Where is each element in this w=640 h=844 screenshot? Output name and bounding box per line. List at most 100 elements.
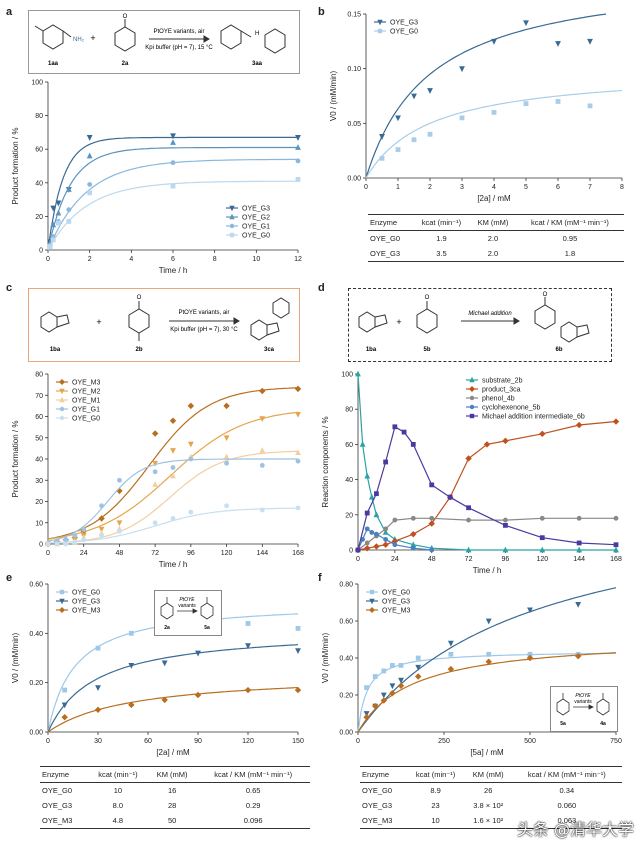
legend-marker-e xyxy=(59,607,65,613)
data-point-d-product_3ca xyxy=(373,543,380,550)
data-point-a-OYE_G1 xyxy=(295,158,301,164)
data-point-d-cyclohexenone_5b xyxy=(410,545,416,551)
legend-marker-d xyxy=(469,395,475,401)
data-point-f-OYE_G3 xyxy=(527,607,533,614)
data-point-c-OYE_M1 xyxy=(223,453,230,460)
data-point-d-Michael addition intermediate_6b xyxy=(410,442,416,447)
data-point-b-OYE_G0 xyxy=(587,103,593,109)
data-point-f-OYE_G3 xyxy=(485,618,492,625)
data-point-d-substrate_2b xyxy=(355,370,361,377)
data-point-c-OYE_M2 xyxy=(295,411,301,418)
series-points-e-OYE_M3 xyxy=(61,686,302,721)
table-cell: 4.8 xyxy=(87,813,148,829)
data-point-c-OYE_M1 xyxy=(295,449,301,456)
data-point-c-OYE_G1 xyxy=(99,503,104,509)
svg-text:O: O xyxy=(123,14,128,20)
inset-f-cond2: variants xyxy=(574,699,592,705)
y-tick-label-c: 10 xyxy=(35,520,43,527)
x-tick-label-b: 2 xyxy=(428,184,432,191)
y-tick-label-a: 0 xyxy=(39,248,43,255)
data-point-d-cyclohexenone_5b xyxy=(429,547,435,553)
series-line-d-substrate_2b xyxy=(357,373,616,551)
x-tick-label-b: 0 xyxy=(364,184,368,191)
y-tick-label-b: 0.00 xyxy=(347,176,361,183)
legend-marker-b xyxy=(377,28,383,34)
chart-d: 0 24 48 72 96 120 144 168 0 20 40 60 80 100 Time / h Re… xyxy=(321,370,622,575)
data-point-b-OYE_G3 xyxy=(459,66,465,73)
x-tick-label-a: 0 xyxy=(46,256,50,263)
svg-text:H: H xyxy=(255,31,259,37)
legend-marker-c xyxy=(59,406,65,412)
scheme-a-product: 3aa xyxy=(252,61,263,67)
data-point-a-OYE_G2 xyxy=(295,144,301,150)
data-point-b-OYE_G3 xyxy=(491,38,497,45)
legend-d: substrate_2b product_3ca phenol_4b cyclohex… xyxy=(466,376,585,421)
y-tick-label-e: 0.20 xyxy=(29,680,43,687)
data-point-f-OYE_G0 xyxy=(372,674,378,679)
data-point-e-OYE_G0 xyxy=(295,626,301,631)
data-point-d-phenol_4b xyxy=(539,515,545,521)
table-cell: 50 xyxy=(147,813,197,829)
data-point-a-OYE_G2 xyxy=(170,139,176,145)
data-point-b-OYE_G3 xyxy=(379,134,385,140)
y-tick-label-b: 0.05 xyxy=(347,121,361,128)
chart-f: 0 250 500 750 0.00 0.20 0.40 0.60 0.80 [5a] / mM V… xyxy=(321,582,622,758)
table-cell: OYE_G0 xyxy=(370,234,401,243)
inset-f-cond1: PtOYE xyxy=(575,693,591,699)
data-point-f-OYE_G3 xyxy=(389,683,396,690)
data-point-a-OYE_G0 xyxy=(87,190,93,196)
data-point-a-OYE_G0 xyxy=(170,183,176,189)
legend-marker-c xyxy=(59,415,65,421)
data-point-c-OYE_G1 xyxy=(81,526,87,532)
legend-marker-e xyxy=(59,589,65,595)
data-point-d-phenol_4b xyxy=(466,517,471,523)
y-tick-label-e: 0.60 xyxy=(29,582,43,589)
inset-e-reactant: 2a xyxy=(164,625,170,631)
data-point-d-product_3ca xyxy=(382,541,389,548)
data-point-d-cyclohexenone_5b xyxy=(364,526,370,532)
legend-marker-d xyxy=(469,386,475,392)
inset-e-cond1: PtOYE xyxy=(179,597,195,603)
table-cell: 23 xyxy=(431,801,440,810)
data-point-d-cyclohexenone_5b xyxy=(383,537,389,542)
table-header-cell: Enzyme xyxy=(368,214,413,231)
legend-a: OYE_G3 OYE_G2 OYE_G1 OYE_G0 xyxy=(226,206,270,240)
data-point-c-OYE_G1 xyxy=(117,477,122,483)
data-point-f-OYE_G0 xyxy=(415,655,421,661)
data-point-b-OYE_G3 xyxy=(411,93,417,100)
y-tick-label-d: 40 xyxy=(345,477,353,484)
x-tick-label-d: 24 xyxy=(391,556,399,563)
data-point-d-substrate_2b xyxy=(368,493,375,500)
y-tick-label-c: 40 xyxy=(35,457,43,464)
legend-marker-c xyxy=(59,379,65,385)
table-cell: 0.95 xyxy=(562,234,578,243)
chart-b: 0 1 2 3 4 5 6 7 8 0.00 0.05 0.10 0.15 [2a] / mM V0 / (… xyxy=(329,12,624,204)
series-line-c-OYE_M1 xyxy=(47,450,299,544)
data-point-c-OYE_G0 xyxy=(72,539,78,545)
legend-label-a: OYE_G3 xyxy=(242,206,270,213)
data-point-b-OYE_G0 xyxy=(555,99,561,104)
y-tick-label-d: 20 xyxy=(345,512,353,519)
legend-label-e: OYE_G0 xyxy=(72,590,100,597)
axes-a: 0 2 4 6 8 10 12 0 20 40 60 80 100 Time / h Product for… xyxy=(11,80,302,276)
y-tick-label-e: 0.40 xyxy=(29,631,43,638)
table-row: OYE_G3 3.5 2.0 1.8 xyxy=(368,246,624,262)
data-point-b-OYE_G0 xyxy=(411,137,417,143)
data-point-f-OYE_M3 xyxy=(415,673,422,680)
x-axis-label-b: [2a] / mM xyxy=(477,194,511,203)
svg-text:O: O xyxy=(137,295,142,301)
x-tick-label-b: 1 xyxy=(396,184,400,191)
y-tick-label-d: 60 xyxy=(345,442,353,449)
x-tick-label-e: 30 xyxy=(94,738,102,745)
data-point-c-OYE_M3 xyxy=(223,402,230,410)
legend-marker-f xyxy=(369,607,375,613)
table-header-cell: kcat / KM (mM⁻¹ min⁻¹) xyxy=(511,766,622,783)
series-line-d-Michael addition intermediate_6b xyxy=(357,425,617,551)
data-point-d-phenol_4b xyxy=(429,515,435,521)
y-tick-label-f: 0.60 xyxy=(339,619,353,626)
data-point-d-product_3ca xyxy=(483,441,491,448)
table-cell: 26 xyxy=(484,786,493,795)
data-point-e-OYE_G3 xyxy=(161,660,168,667)
scheme-a-conditions2: Kpi buffer (pH = 7), 15 °C xyxy=(145,45,213,51)
panel-label-a: a xyxy=(6,6,13,18)
